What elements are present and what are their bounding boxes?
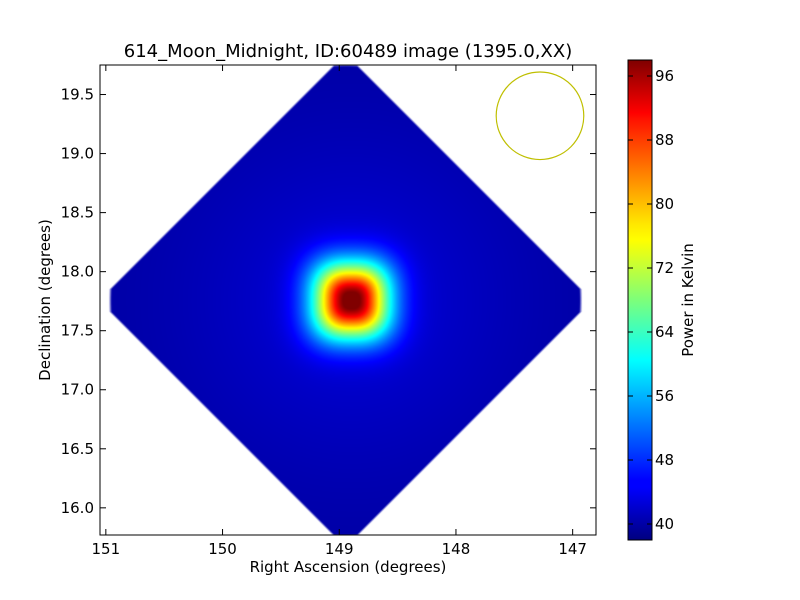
y-tick-label: 19.0	[61, 145, 94, 163]
y-tick-label: 18.5	[61, 204, 94, 222]
x-tick-label: 149	[325, 540, 354, 558]
y-tick-label: 16.5	[61, 440, 94, 458]
plot-frame	[99, 64, 597, 536]
colorbar-tick-label: 48	[655, 451, 674, 469]
chart-title: 614_Moon_Midnight, ID:60489 image (1395.…	[124, 41, 572, 62]
heatmap-image	[100, 65, 596, 535]
x-tick-label: 147	[558, 540, 587, 558]
colorbar-ticks: 40 48 56 64 72 80 88 96	[628, 67, 674, 533]
y-tick-label: 18.0	[61, 263, 94, 281]
y-tick-label: 16.0	[61, 499, 94, 517]
colorbar	[627, 59, 653, 541]
colorbar-tick-label: 56	[655, 387, 674, 405]
colorbar-label: Power in Kelvin	[679, 243, 697, 357]
x-axis-label: Right Ascension (degrees)	[250, 558, 447, 576]
y-tick-label: 19.5	[61, 86, 94, 104]
heatmap-layer	[100, 65, 596, 535]
colorbar-tick-label: 64	[655, 323, 674, 341]
x-tick-label: 151	[92, 540, 121, 558]
colorbar-tick-label: 96	[655, 67, 674, 85]
colorbar-tick-label: 80	[655, 195, 674, 213]
beam-circle-marker	[495, 71, 585, 161]
x-tick-label: 150	[208, 540, 237, 558]
x-axis-ticks: 151 150 149 148 147	[92, 65, 587, 558]
colorbar-tick-label: 88	[655, 131, 674, 149]
colorbar-tick-label: 72	[655, 259, 674, 277]
y-axis-ticks: 16.0 16.5 17.0 17.5 18.0 18.5 19.0 19.5	[61, 86, 596, 517]
y-axis-label: Declination (degrees)	[36, 219, 54, 381]
x-tick-label: 148	[442, 540, 471, 558]
y-tick-label: 17.5	[61, 322, 94, 340]
colorbar-tick-label: 40	[655, 515, 674, 533]
y-tick-label: 17.0	[61, 381, 94, 399]
